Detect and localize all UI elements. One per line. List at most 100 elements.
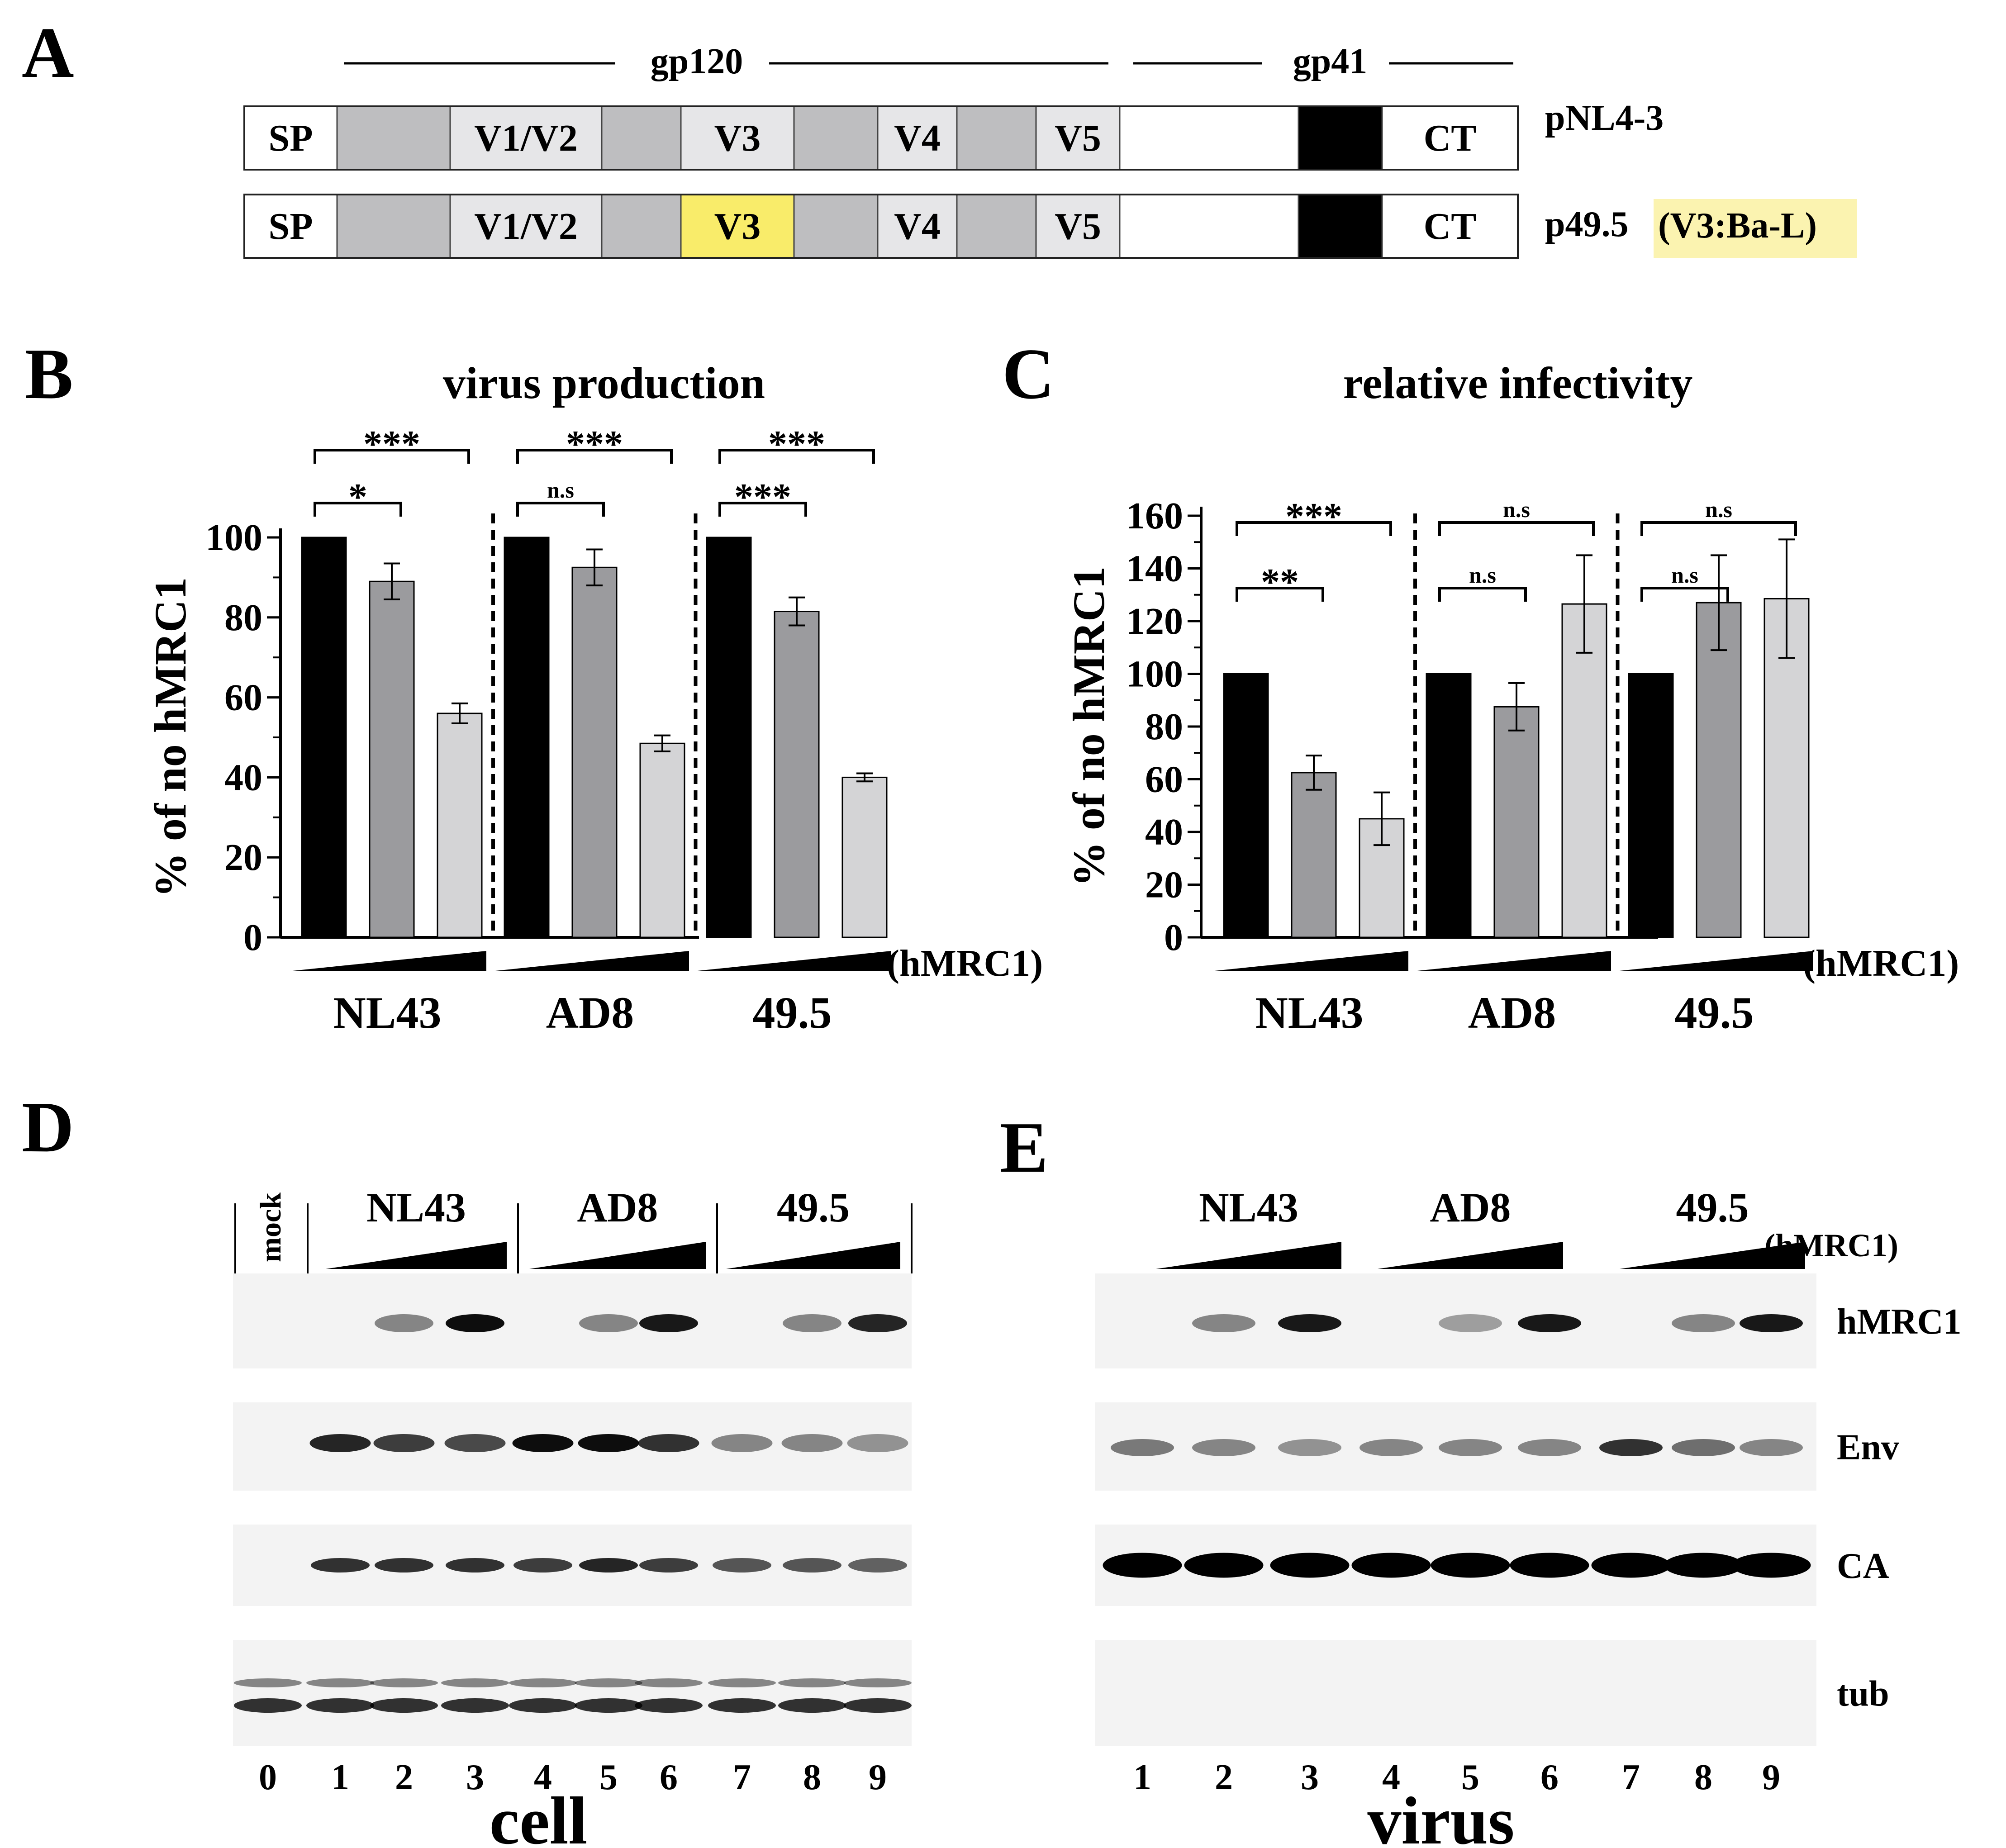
constant-region	[336, 194, 451, 259]
blot-band	[375, 1558, 433, 1572]
y-tick-label: 40	[224, 756, 262, 798]
blot-background	[1095, 1640, 1816, 1746]
significance-label: ***	[1285, 495, 1342, 537]
domain-label-v1v2: V1/V2	[474, 205, 578, 247]
blot-band	[711, 1434, 773, 1452]
e-blot-label-tub: tub	[1837, 1674, 1889, 1714]
constant-region	[956, 105, 1037, 171]
blot-band	[1591, 1553, 1671, 1578]
y-tick-label: 80	[1145, 706, 1183, 748]
significance-bracket	[314, 449, 470, 464]
significance-bracket	[718, 502, 807, 517]
blot-band	[370, 1698, 438, 1713]
significance-label: n.s	[1671, 562, 1698, 588]
blot-band	[708, 1678, 776, 1687]
hmrc1-gradient-wedge	[529, 1242, 706, 1269]
hmrc1-gradient-wedge	[693, 951, 891, 971]
blot-band	[1270, 1553, 1350, 1578]
blot-band	[1510, 1553, 1589, 1578]
blot-band	[708, 1698, 776, 1713]
virus-footer: virus	[1367, 1783, 1514, 1848]
blot-background	[233, 1640, 912, 1746]
blot-band	[1184, 1553, 1264, 1578]
blot-band	[306, 1678, 374, 1687]
bar-AD8-3	[1561, 603, 1607, 938]
construct-name: p49.5	[1545, 204, 1629, 244]
group-label-AD8: AD8	[1468, 988, 1556, 1038]
hmrc1-gradient-wedge	[1156, 1242, 1341, 1269]
blot-band	[844, 1678, 912, 1687]
e-group-label-NL43: NL43	[1199, 1184, 1298, 1230]
blot-band	[778, 1678, 846, 1687]
d-lane-number: 1	[331, 1758, 349, 1797]
e-hmrc1-axis-label: (hMRC1)	[1764, 1227, 1898, 1264]
panel-letter-d: D	[22, 1087, 74, 1167]
y-tick-label: 60	[1145, 759, 1183, 801]
e-lane-number: 4	[1382, 1758, 1400, 1797]
construct-1: SP V1/V2 V3 V4 V5 TM CT pNL4-3	[243, 98, 1664, 171]
mock-label: mock	[254, 1192, 287, 1262]
blot-band	[1672, 1439, 1735, 1456]
chart-title: virus production	[443, 358, 765, 408]
significance-bracket	[1438, 521, 1595, 536]
group-label-AD8: AD8	[546, 988, 634, 1038]
d-lane-number: 8	[803, 1758, 821, 1797]
bar-49.5-2	[774, 611, 820, 938]
significance-label: *	[348, 476, 367, 518]
blot-band	[847, 1434, 908, 1452]
bar-AD8-1	[504, 537, 550, 938]
e-lane-number: 9	[1762, 1758, 1780, 1797]
d-group-label-AD8: AD8	[577, 1184, 658, 1230]
blot-band	[575, 1678, 642, 1687]
domain-v5	[1035, 105, 1121, 171]
blot-band	[1192, 1314, 1255, 1332]
gp41-label: gp41	[1293, 42, 1368, 81]
chart-relative-infectivity: relative infectivity % of no hMRC1 0 20 40 60…	[1064, 358, 1959, 1038]
blot-band	[778, 1698, 846, 1713]
blot-band	[844, 1698, 912, 1713]
chart-virus-production: virus production % of no hMRC1 0 20 40 60 80 10…	[145, 358, 1043, 1038]
e-blot-label-hMRC1: hMRC1	[1837, 1302, 1962, 1342]
panel-letter-e: E	[1000, 1107, 1048, 1188]
blot-band	[1740, 1439, 1803, 1456]
y-tick-label: 60	[224, 677, 262, 719]
y-tick-label: 40	[1145, 811, 1183, 853]
bar-AD8-1	[1426, 673, 1472, 938]
constant-region	[601, 105, 682, 171]
hmrc1-gradient-wedge	[1413, 951, 1611, 971]
blot-band	[1740, 1314, 1803, 1332]
e-lane-number: 6	[1540, 1758, 1559, 1797]
blot-band	[512, 1434, 574, 1452]
significance-bracket	[314, 502, 402, 517]
construct-tag: (V3:Ba-L)	[1658, 206, 1817, 246]
domain-label-ct: CT	[1424, 205, 1477, 247]
cell-footer: cell	[490, 1783, 588, 1848]
blot-band	[1111, 1439, 1174, 1456]
hmrc1-gradient-wedge	[326, 1242, 507, 1269]
blot-background	[1095, 1273, 1816, 1368]
blot-band	[1439, 1314, 1502, 1332]
panel-d-cell-western-blots: mock NL43 AD8 49.5 0 1 2 3 4 5 6 7 8 9 cell	[233, 1184, 913, 1848]
blot-band	[635, 1678, 703, 1687]
blot-band	[446, 1314, 504, 1332]
blot-band	[1278, 1439, 1341, 1456]
e-lane-number: 5	[1461, 1758, 1479, 1797]
blot-band	[579, 1558, 638, 1572]
e-blot-ca	[1095, 1525, 1816, 1606]
bar-49.5-3	[841, 776, 888, 938]
domain-tm	[1298, 105, 1383, 171]
bar-AD8-3	[639, 742, 685, 938]
significance-label: n.s	[547, 477, 574, 503]
blot-band	[509, 1698, 577, 1713]
blot-band	[1103, 1553, 1182, 1578]
d-group-label-49.5: 49.5	[777, 1184, 850, 1230]
d-group-label-NL43: NL43	[366, 1184, 466, 1230]
e-blot-hmrc1	[1095, 1273, 1816, 1368]
domain-label-tm: TM	[1310, 205, 1371, 247]
e-lane-number: 1	[1133, 1758, 1151, 1797]
bar-NL43-3	[437, 713, 483, 938]
panel-e-virus-western-blots: NL43 AD8 49.5 (hMRC1) hMRC1 Env CA tub 1 2 3 4 5 6…	[1095, 1184, 1962, 1848]
y-tick-label: 0	[1164, 917, 1183, 959]
bar-49.5-1	[706, 537, 752, 938]
y-tick-label: 20	[224, 836, 262, 879]
